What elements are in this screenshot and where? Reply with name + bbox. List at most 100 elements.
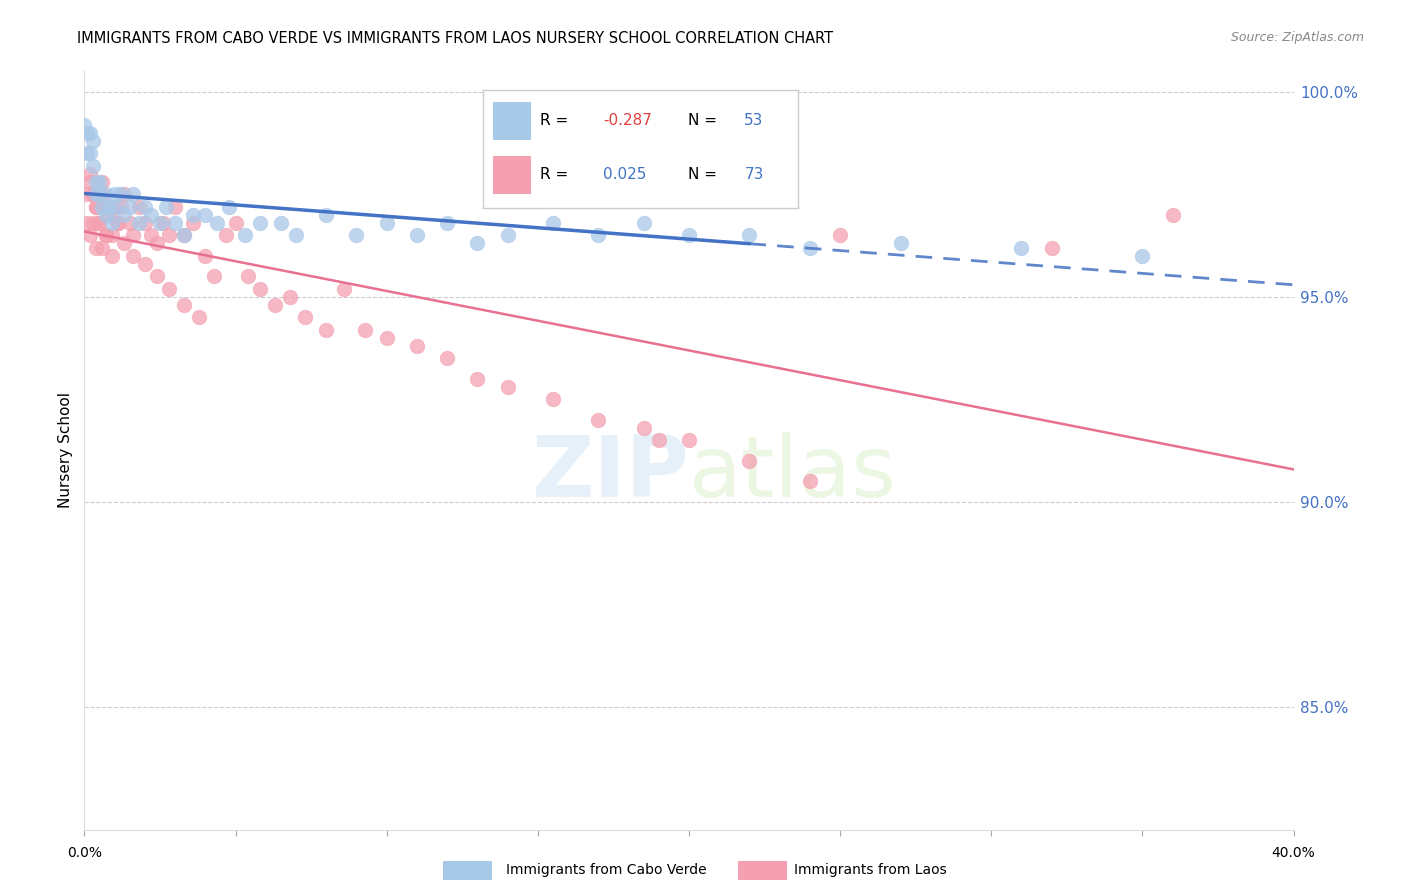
Text: IMMIGRANTS FROM CABO VERDE VS IMMIGRANTS FROM LAOS NURSERY SCHOOL CORRELATION CH: IMMIGRANTS FROM CABO VERDE VS IMMIGRANTS… (77, 31, 834, 46)
Point (86, 241, 108, 255)
Point (146, 269, 169, 284)
Point (890, 236, 912, 251)
Point (188, 310, 211, 325)
Point (97, 208, 120, 222)
Point (263, 298, 285, 312)
Point (236, 269, 259, 284)
Text: 40.0%: 40.0% (1271, 846, 1316, 860)
Point (97, 200, 120, 214)
Point (215, 228, 238, 243)
Point (86, 187, 108, 202)
Point (541, 392, 564, 407)
Point (249, 282, 271, 296)
Point (799, 241, 821, 255)
Point (467, 372, 489, 386)
Text: ZIP: ZIP (531, 432, 689, 515)
Point (121, 187, 143, 202)
Point (1130, 249, 1153, 263)
Point (121, 228, 143, 243)
Point (152, 216, 174, 230)
Point (94, 187, 117, 202)
Point (94, 228, 117, 243)
Point (79, 126, 101, 140)
Point (100, 228, 122, 243)
Point (89, 175, 111, 189)
Point (134, 257, 156, 271)
Point (79, 228, 101, 243)
Point (249, 216, 271, 230)
Point (285, 228, 308, 243)
Point (82, 134, 104, 148)
Point (112, 187, 135, 202)
Point (82, 187, 104, 202)
Point (104, 200, 127, 214)
Point (315, 322, 337, 336)
Point (100, 249, 122, 263)
Point (118, 200, 141, 214)
Point (678, 434, 700, 448)
Point (112, 208, 135, 222)
Point (110, 200, 132, 214)
Point (648, 434, 671, 448)
Point (157, 228, 180, 243)
Point (134, 216, 156, 230)
Point (165, 200, 187, 214)
Point (79, 167, 101, 181)
Point (118, 216, 141, 230)
Point (202, 269, 225, 284)
Point (436, 216, 458, 230)
Point (165, 216, 187, 230)
Point (496, 380, 519, 394)
Point (76, 216, 98, 230)
Point (82, 187, 104, 202)
Point (76, 187, 98, 202)
Point (315, 208, 337, 222)
Point (181, 216, 204, 230)
Point (128, 216, 150, 230)
Point (91, 175, 114, 189)
Point (91, 187, 114, 202)
Point (100, 216, 122, 230)
Point (830, 228, 852, 243)
Text: 0.0%: 0.0% (67, 846, 101, 860)
Point (207, 216, 229, 230)
Point (354, 322, 377, 336)
Point (467, 236, 489, 251)
Point (678, 228, 700, 243)
Point (588, 413, 610, 427)
Point (155, 200, 177, 214)
Y-axis label: Nursery School: Nursery School (58, 392, 73, 508)
Point (121, 249, 143, 263)
Point (112, 236, 135, 251)
Point (146, 236, 169, 251)
Point (82, 159, 104, 173)
Point (541, 216, 564, 230)
Point (94, 200, 117, 214)
Point (94, 208, 117, 222)
Point (1040, 241, 1063, 255)
Point (225, 216, 247, 230)
Point (173, 228, 195, 243)
Point (194, 249, 217, 263)
Point (588, 228, 610, 243)
Point (496, 228, 519, 243)
Point (194, 208, 217, 222)
Point (633, 216, 655, 230)
Point (86, 200, 108, 214)
Point (91, 200, 114, 214)
Point (89, 216, 111, 230)
Point (157, 282, 180, 296)
Point (173, 298, 195, 312)
Point (86, 175, 108, 189)
Point (633, 421, 655, 435)
Point (738, 453, 761, 467)
Point (97, 200, 120, 214)
Point (333, 282, 356, 296)
Point (79, 175, 101, 189)
Point (278, 290, 301, 304)
Point (110, 187, 132, 202)
Point (139, 228, 162, 243)
Point (82, 216, 104, 230)
Point (1161, 208, 1184, 222)
Point (270, 216, 292, 230)
